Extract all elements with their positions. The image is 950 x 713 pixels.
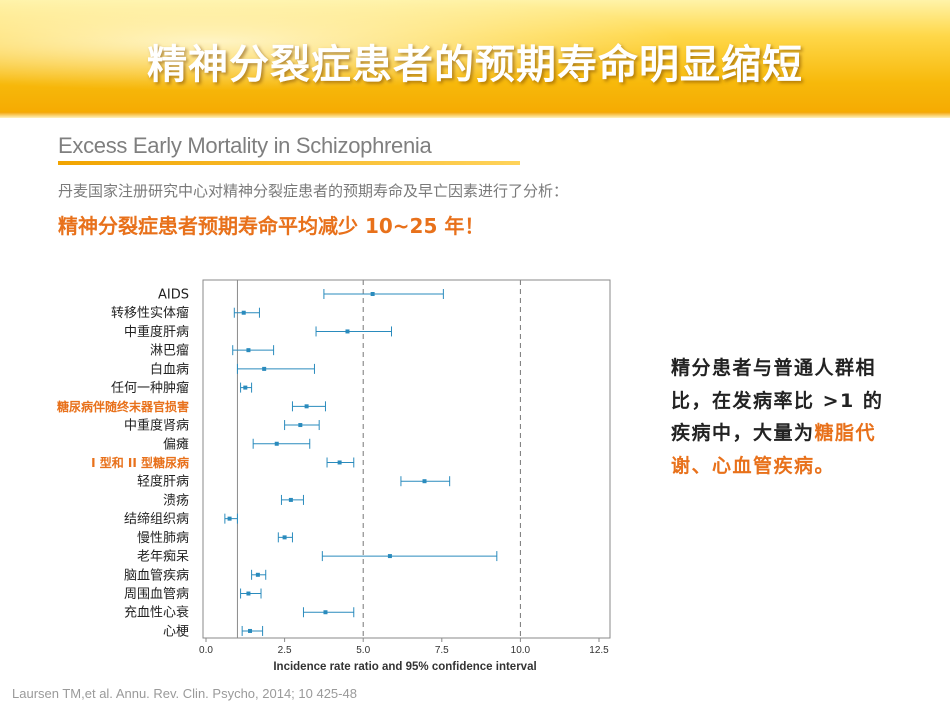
- point-estimate: [289, 498, 293, 502]
- subtitle-underline: [58, 161, 520, 165]
- x-tick-label: 10.0: [511, 645, 531, 656]
- section-subtitle: Excess Early Mortality in Schizophrenia: [58, 133, 431, 159]
- point-estimate: [243, 386, 247, 390]
- row-label: 慢性肺病: [137, 530, 189, 546]
- point-estimate: [246, 592, 250, 596]
- row-label: 心梗: [163, 624, 189, 639]
- point-estimate: [323, 610, 327, 614]
- plot-marks: [225, 289, 497, 636]
- point-estimate: [246, 348, 250, 352]
- row-labels: AIDS 转移性实体瘤中重度肝病淋巴瘤白血病任何一种肿瘤糖尿病伴随终末器官损害中重…: [57, 288, 189, 640]
- point-estimate: [345, 329, 349, 333]
- page-title: 精神分裂症患者的预期寿命明显缩短: [0, 32, 950, 90]
- row-label: 转移性实体瘤: [111, 305, 189, 321]
- plot-frame: [203, 280, 610, 638]
- row-label: AIDS: [158, 288, 189, 303]
- point-estimate: [228, 517, 232, 521]
- x-tick-label: 5.0: [356, 645, 370, 656]
- row-label: 糖尿病伴随终末器官损害: [57, 399, 189, 414]
- row-label: 任何一种肿瘤: [111, 380, 189, 396]
- point-estimate: [248, 629, 252, 633]
- point-estimate: [242, 311, 246, 315]
- row-label: 中重度肝病: [124, 324, 189, 340]
- point-estimate: [298, 423, 302, 427]
- row-label: 白血病: [150, 361, 189, 377]
- row-label: 脑血管疾病: [124, 568, 189, 583]
- point-estimate: [338, 460, 342, 464]
- point-estimate: [371, 292, 375, 296]
- point-estimate: [305, 404, 309, 408]
- point-estimate: [283, 535, 287, 539]
- reference-lines: [237, 280, 520, 638]
- row-label: I 型和 II 型糖尿病: [91, 455, 189, 470]
- forest-plot: AIDS 转移性实体瘤中重度肝病淋巴瘤白血病任何一种肿瘤糖尿病伴随终末器官损害中重…: [0, 265, 640, 677]
- citation: Laursen TM,et al. Annu. Rev. Clin. Psych…: [12, 686, 357, 701]
- side-note: 精分患者与普通人群相比，在发病率比 >1 的疾病中，大量为糖脂代谢、心血管疾病。: [671, 352, 901, 482]
- row-label: 偏瘫: [163, 436, 189, 452]
- point-estimate: [423, 479, 427, 483]
- point-estimate: [262, 367, 266, 371]
- banner-divider: [0, 112, 950, 118]
- x-axis-label: Incidence rate ratio and 95% confidence …: [273, 661, 536, 673]
- row-label: 结缔组织病: [124, 511, 189, 527]
- x-tick-label: 2.5: [278, 645, 292, 656]
- x-tick-label: 12.5: [589, 645, 609, 656]
- row-label: 中重度肾病: [124, 418, 189, 434]
- point-estimate: [388, 554, 392, 558]
- x-tick-label: 7.5: [435, 645, 449, 656]
- x-tick-label: 0.0: [199, 645, 213, 656]
- row-label: 溃疡: [163, 493, 189, 508]
- headline-text: 精神分裂症患者预期寿命平均减少 10~25 年！: [58, 210, 484, 239]
- x-axis: 0.0 2.5 5.0 7.5 10.0 12.5: [199, 638, 609, 656]
- row-label: 充血性心衰: [124, 605, 189, 621]
- point-estimate: [256, 573, 260, 577]
- row-label: 周围血管病: [124, 587, 189, 602]
- point-estimate: [275, 442, 279, 446]
- row-label: 老年痴呆: [137, 549, 189, 565]
- row-label: 淋巴瘤: [150, 343, 189, 359]
- intro-text: 丹麦国家注册研究中心对精神分裂症患者的预期寿命及早亡因素进行了分析：: [58, 180, 568, 201]
- row-label: 轻度肝病: [137, 474, 189, 490]
